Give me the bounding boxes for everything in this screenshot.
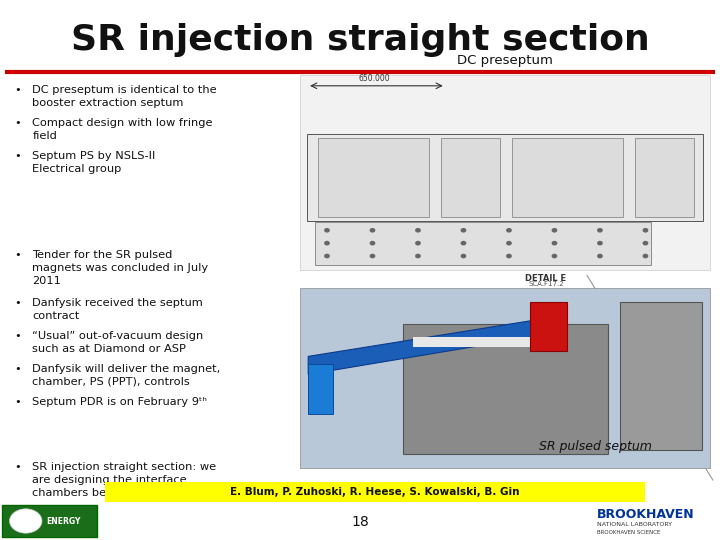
- Text: SR injection straight section: SR injection straight section: [71, 23, 649, 57]
- Polygon shape: [308, 315, 567, 374]
- Text: Septum PDR is on February 9ᵗʰ: Septum PDR is on February 9ᵗʰ: [32, 397, 207, 407]
- Text: Danfysik will deliver the magnet,
chamber, PS (PPT), controls: Danfysik will deliver the magnet, chambe…: [32, 364, 220, 387]
- FancyBboxPatch shape: [413, 337, 536, 347]
- FancyBboxPatch shape: [318, 138, 429, 217]
- FancyBboxPatch shape: [2, 505, 97, 537]
- FancyBboxPatch shape: [105, 482, 645, 502]
- Text: DETAIL E: DETAIL E: [526, 274, 567, 282]
- Text: •: •: [14, 250, 22, 260]
- Circle shape: [325, 254, 329, 258]
- Circle shape: [643, 254, 647, 258]
- Text: DC preseptum: DC preseptum: [457, 54, 553, 67]
- Circle shape: [462, 228, 466, 232]
- Circle shape: [462, 254, 466, 258]
- Text: •: •: [14, 331, 22, 341]
- Circle shape: [416, 254, 420, 258]
- Text: ENERGY: ENERGY: [47, 516, 81, 525]
- Circle shape: [598, 241, 602, 245]
- Circle shape: [552, 241, 557, 245]
- Text: SCA.F17.2: SCA.F17.2: [528, 280, 564, 287]
- Text: Compact design with low fringe
field: Compact design with low fringe field: [32, 118, 213, 141]
- FancyBboxPatch shape: [530, 302, 567, 351]
- Circle shape: [507, 228, 511, 232]
- FancyBboxPatch shape: [308, 363, 333, 414]
- Circle shape: [370, 241, 374, 245]
- Text: NATIONAL LABORATORY: NATIONAL LABORATORY: [597, 523, 672, 528]
- Circle shape: [325, 228, 329, 232]
- Text: “Usual” out-of-vacuum design
such as at Diamond or ASP: “Usual” out-of-vacuum design such as at …: [32, 331, 204, 354]
- Text: •: •: [14, 118, 22, 128]
- Circle shape: [643, 228, 647, 232]
- Text: BROOKHAVEN: BROOKHAVEN: [597, 509, 695, 522]
- FancyBboxPatch shape: [635, 138, 694, 217]
- Text: 650.000: 650.000: [359, 74, 390, 83]
- Text: 18: 18: [351, 515, 369, 529]
- Circle shape: [507, 241, 511, 245]
- FancyBboxPatch shape: [300, 288, 710, 468]
- Text: SR injection straight section: we
are designing the interface
chambers between p: SR injection straight section: we are de…: [32, 462, 217, 497]
- Circle shape: [416, 241, 420, 245]
- Circle shape: [370, 254, 374, 258]
- FancyBboxPatch shape: [315, 222, 652, 265]
- Text: •: •: [14, 364, 22, 374]
- FancyBboxPatch shape: [300, 75, 710, 270]
- Text: Septum PS by NSLS-II
Electrical group: Septum PS by NSLS-II Electrical group: [32, 151, 156, 174]
- Circle shape: [552, 228, 557, 232]
- Circle shape: [598, 228, 602, 232]
- Text: E. Blum, P. Zuhoski, R. Heese, S. Kowalski, B. Gin: E. Blum, P. Zuhoski, R. Heese, S. Kowals…: [230, 487, 520, 497]
- Text: DC preseptum is identical to the
booster extraction septum: DC preseptum is identical to the booster…: [32, 85, 217, 108]
- Text: •: •: [14, 151, 22, 161]
- Circle shape: [552, 254, 557, 258]
- Text: •: •: [14, 462, 22, 472]
- Circle shape: [370, 228, 374, 232]
- FancyBboxPatch shape: [620, 302, 702, 450]
- FancyBboxPatch shape: [441, 138, 500, 217]
- Text: BROOKHAVEN SCIENCE: BROOKHAVEN SCIENCE: [597, 530, 660, 536]
- Text: •: •: [14, 298, 22, 308]
- FancyBboxPatch shape: [307, 133, 703, 221]
- FancyBboxPatch shape: [512, 138, 623, 217]
- Circle shape: [462, 241, 466, 245]
- Circle shape: [325, 241, 329, 245]
- Circle shape: [507, 254, 511, 258]
- Circle shape: [598, 254, 602, 258]
- Text: •: •: [14, 397, 22, 407]
- Text: Tender for the SR pulsed
magnets was concluded in July
2011: Tender for the SR pulsed magnets was con…: [32, 250, 209, 286]
- Text: Danfysik received the septum
contract: Danfysik received the septum contract: [32, 298, 203, 321]
- Text: SR pulsed septum: SR pulsed septum: [539, 440, 652, 453]
- FancyBboxPatch shape: [402, 324, 608, 454]
- Circle shape: [643, 241, 647, 245]
- Text: •: •: [14, 85, 22, 95]
- Circle shape: [416, 228, 420, 232]
- Circle shape: [9, 509, 42, 533]
